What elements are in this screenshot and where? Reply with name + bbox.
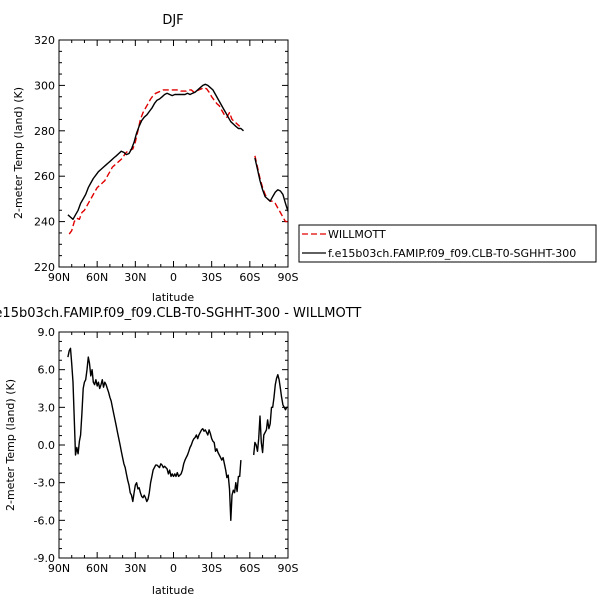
legend: WILLMOTT f.e15b03ch.FAMIP.f09_f09.CLB-T0… bbox=[298, 224, 597, 263]
bottom-y-tick-label: -3.0 bbox=[34, 477, 55, 490]
top-y-tick-label: 280 bbox=[34, 125, 55, 138]
bottom-x-tick-label: 90S bbox=[278, 562, 299, 575]
bottom-x-tick-label: 0 bbox=[170, 562, 177, 575]
bottom-series-0-line bbox=[67, 347, 242, 521]
bottom-plot-frame bbox=[58, 331, 289, 559]
bottom-ticks: 90N 60N 30N 0 30S 60S 90S -9.0 -6.0 -3.0 0.0 3.0 6.0… bbox=[34, 326, 299, 575]
bottom-y-tick-label: 6.0 bbox=[38, 364, 56, 377]
top-y-tick-label: 260 bbox=[34, 170, 55, 183]
top-y-tick-label: 240 bbox=[34, 216, 55, 229]
top-x-tick-label: 90S bbox=[278, 271, 299, 284]
top-x-tick-label: 0 bbox=[170, 271, 177, 284]
bottom-series-0-line bbox=[253, 374, 288, 456]
legend-box bbox=[298, 224, 597, 263]
bottom-y-axis-label: 2-meter Temp (land) (K) bbox=[4, 379, 17, 511]
bottom-x-tick-label: 60N bbox=[86, 562, 108, 575]
bottom-plot-area bbox=[67, 347, 288, 521]
bottom-x-axis-label: latitude bbox=[152, 584, 194, 597]
top-x-tick-label: 30N bbox=[124, 271, 146, 284]
top-x-tick-label: 90N bbox=[48, 271, 70, 284]
bottom-y-tick-label: 3.0 bbox=[38, 401, 56, 414]
top-x-tick-label: 60S bbox=[239, 271, 260, 284]
bottom-y-tick-label: 9.0 bbox=[38, 326, 56, 339]
top-x-axis-label: latitude bbox=[152, 291, 194, 304]
bottom-x-tick-label: 90N bbox=[48, 562, 70, 575]
top-plot-area bbox=[67, 83, 289, 235]
top-y-tick-label: 220 bbox=[34, 261, 55, 274]
top-series-0-line bbox=[254, 155, 288, 223]
top-series-1-line bbox=[67, 83, 244, 221]
bottom-y-tick-label: -6.0 bbox=[34, 514, 55, 527]
legend-label-willmott: WILLMOTT bbox=[328, 228, 386, 241]
top-series-1-line bbox=[254, 157, 289, 212]
top-x-tick-label: 60N bbox=[86, 271, 108, 284]
top-y-tick-label: 300 bbox=[34, 79, 55, 92]
bottom-x-tick-label: 30N bbox=[124, 562, 146, 575]
legend-label-model: f.e15b03ch.FAMIP.f09_f09.CLB-T0-SGHHT-30… bbox=[328, 247, 576, 260]
bottom-chart-title: f.e15b03ch.FAMIP.f09_f09.CLB-T0-SGHHT-30… bbox=[0, 306, 361, 321]
top-y-axis-label: 2-meter Temp (land) (K) bbox=[12, 87, 25, 219]
top-chart-title: DJF bbox=[162, 13, 183, 28]
bottom-y-tick-label: -9.0 bbox=[34, 552, 55, 565]
top-x-tick-label: 30S bbox=[201, 271, 222, 284]
bottom-panel: f.e15b03ch.FAMIP.f09_f09.CLB-T0-SGHHT-30… bbox=[0, 306, 361, 597]
bottom-x-tick-label: 30S bbox=[201, 562, 222, 575]
top-plot-frame bbox=[58, 39, 289, 268]
bottom-x-tick-label: 60S bbox=[239, 562, 260, 575]
top-series-0-line bbox=[68, 86, 241, 235]
top-y-tick-label: 320 bbox=[34, 34, 55, 47]
top-ticks: 90N 60N 30N 0 30S 60S 90S 220 240 260 280 300 320 bbox=[34, 34, 299, 284]
bottom-y-tick-label: 0.0 bbox=[38, 439, 56, 452]
top-panel: DJF 2-meter Temp (land) (K) latitude 90N… bbox=[12, 13, 299, 304]
